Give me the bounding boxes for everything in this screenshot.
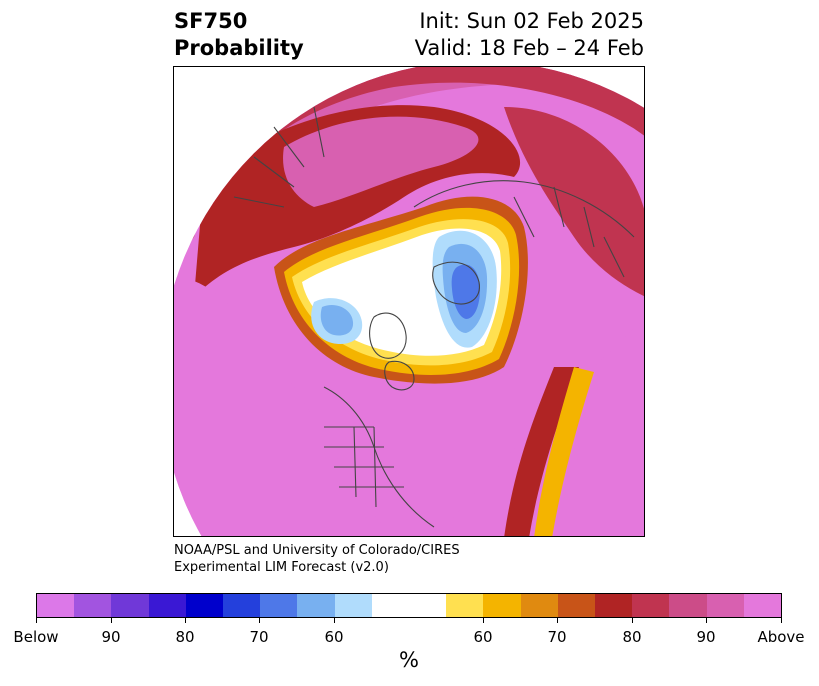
- blue-anomaly-east-center: [451, 264, 480, 319]
- colorbar-tick-mark: [334, 618, 335, 623]
- colorbar-tick-label: Below: [13, 628, 59, 646]
- colorbar-segment: [483, 594, 521, 617]
- colorbar-segment: [520, 594, 558, 617]
- colorbar-segment: [557, 594, 596, 617]
- colorbar-tick-label: 70: [547, 628, 567, 646]
- colorbar-tick-label: 60: [473, 628, 493, 646]
- colorbar-tick-label: 70: [249, 628, 269, 646]
- colorbar-segment: [37, 594, 75, 617]
- colorbar-segment: [297, 594, 335, 617]
- colorbar-segment: [111, 594, 149, 617]
- probability-colorbar: [36, 593, 782, 618]
- colorbar-segment: [595, 594, 633, 617]
- red-streak-southeast: [504, 367, 579, 536]
- asia-borders: [233, 106, 325, 208]
- credit-line-1: NOAA/PSL and University of Colorado/CIRE…: [174, 543, 460, 558]
- colorbar-tick-label: 80: [622, 628, 642, 646]
- colorbar-tick-label: 60: [324, 628, 344, 646]
- colorbar-tick-mark: [557, 618, 558, 623]
- colorbar-tick-mark: [36, 618, 37, 623]
- colorbar-segment: [706, 594, 744, 617]
- colorbar-segment: [74, 594, 112, 617]
- forecast-dates: Init: Sun 02 Feb 2025 Valid: 18 Feb – 24…: [415, 8, 644, 62]
- colorbar-segment: [446, 594, 484, 617]
- title-variable: SF750: [174, 9, 248, 33]
- title-type: Probability: [174, 36, 304, 60]
- hudson-bay-outline: [384, 360, 415, 391]
- colorbar-tick-label: 80: [175, 628, 195, 646]
- valid-range: Valid: 18 Feb – 24 Feb: [414, 36, 644, 60]
- colorbar-segment: [669, 594, 707, 617]
- blue-anomaly-west-core: [320, 304, 354, 336]
- colorbar-tick-label: 90: [101, 628, 121, 646]
- colorbar-tick-mark: [185, 618, 186, 623]
- colorbar-tick-mark: [706, 618, 707, 623]
- credit-text: NOAA/PSL and University of Colorado/CIRE…: [174, 542, 460, 576]
- coastlines-and-borders: [233, 106, 635, 528]
- colorbar-segment: [743, 594, 782, 617]
- eurasia-outline: [413, 180, 635, 238]
- colorbar-tick-mark: [483, 618, 484, 623]
- probability-map: [173, 66, 645, 537]
- polar-projection-map: [174, 67, 644, 536]
- orange-streak-southeast: [534, 367, 594, 536]
- europe-borders: [513, 186, 625, 278]
- colorbar-tick-label: Above: [757, 628, 805, 646]
- colorbar-unit-label: %: [399, 648, 419, 672]
- credit-line-2: Experimental LIM Forecast (v2.0): [174, 560, 389, 575]
- greenland-outline: [369, 312, 407, 359]
- colorbar-segment: [223, 594, 261, 617]
- init-date: Init: Sun 02 Feb 2025: [419, 9, 644, 33]
- colorbar-segment: [260, 594, 298, 617]
- shaded-probability-field: [174, 67, 644, 536]
- colorbar-tick-mark: [259, 618, 260, 623]
- us-states-grid: [324, 426, 404, 508]
- colorbar-segment: [334, 594, 372, 617]
- colorbar-segment: [371, 594, 447, 617]
- pink-interior-north: [283, 116, 479, 207]
- colorbar-tick-label: 90: [696, 628, 716, 646]
- magenta-lobe-southwest: [174, 277, 394, 536]
- chart-title: SF750 Probability: [174, 8, 304, 62]
- colorbar-segment: [185, 594, 224, 617]
- arctic-islands: [432, 261, 480, 305]
- colorbar-tick-mark: [632, 618, 633, 623]
- colorbar-segment: [632, 594, 670, 617]
- colorbar-tick-mark: [111, 618, 112, 623]
- colorbar-segment: [148, 594, 186, 617]
- colorbar-tick-mark: [781, 618, 782, 623]
